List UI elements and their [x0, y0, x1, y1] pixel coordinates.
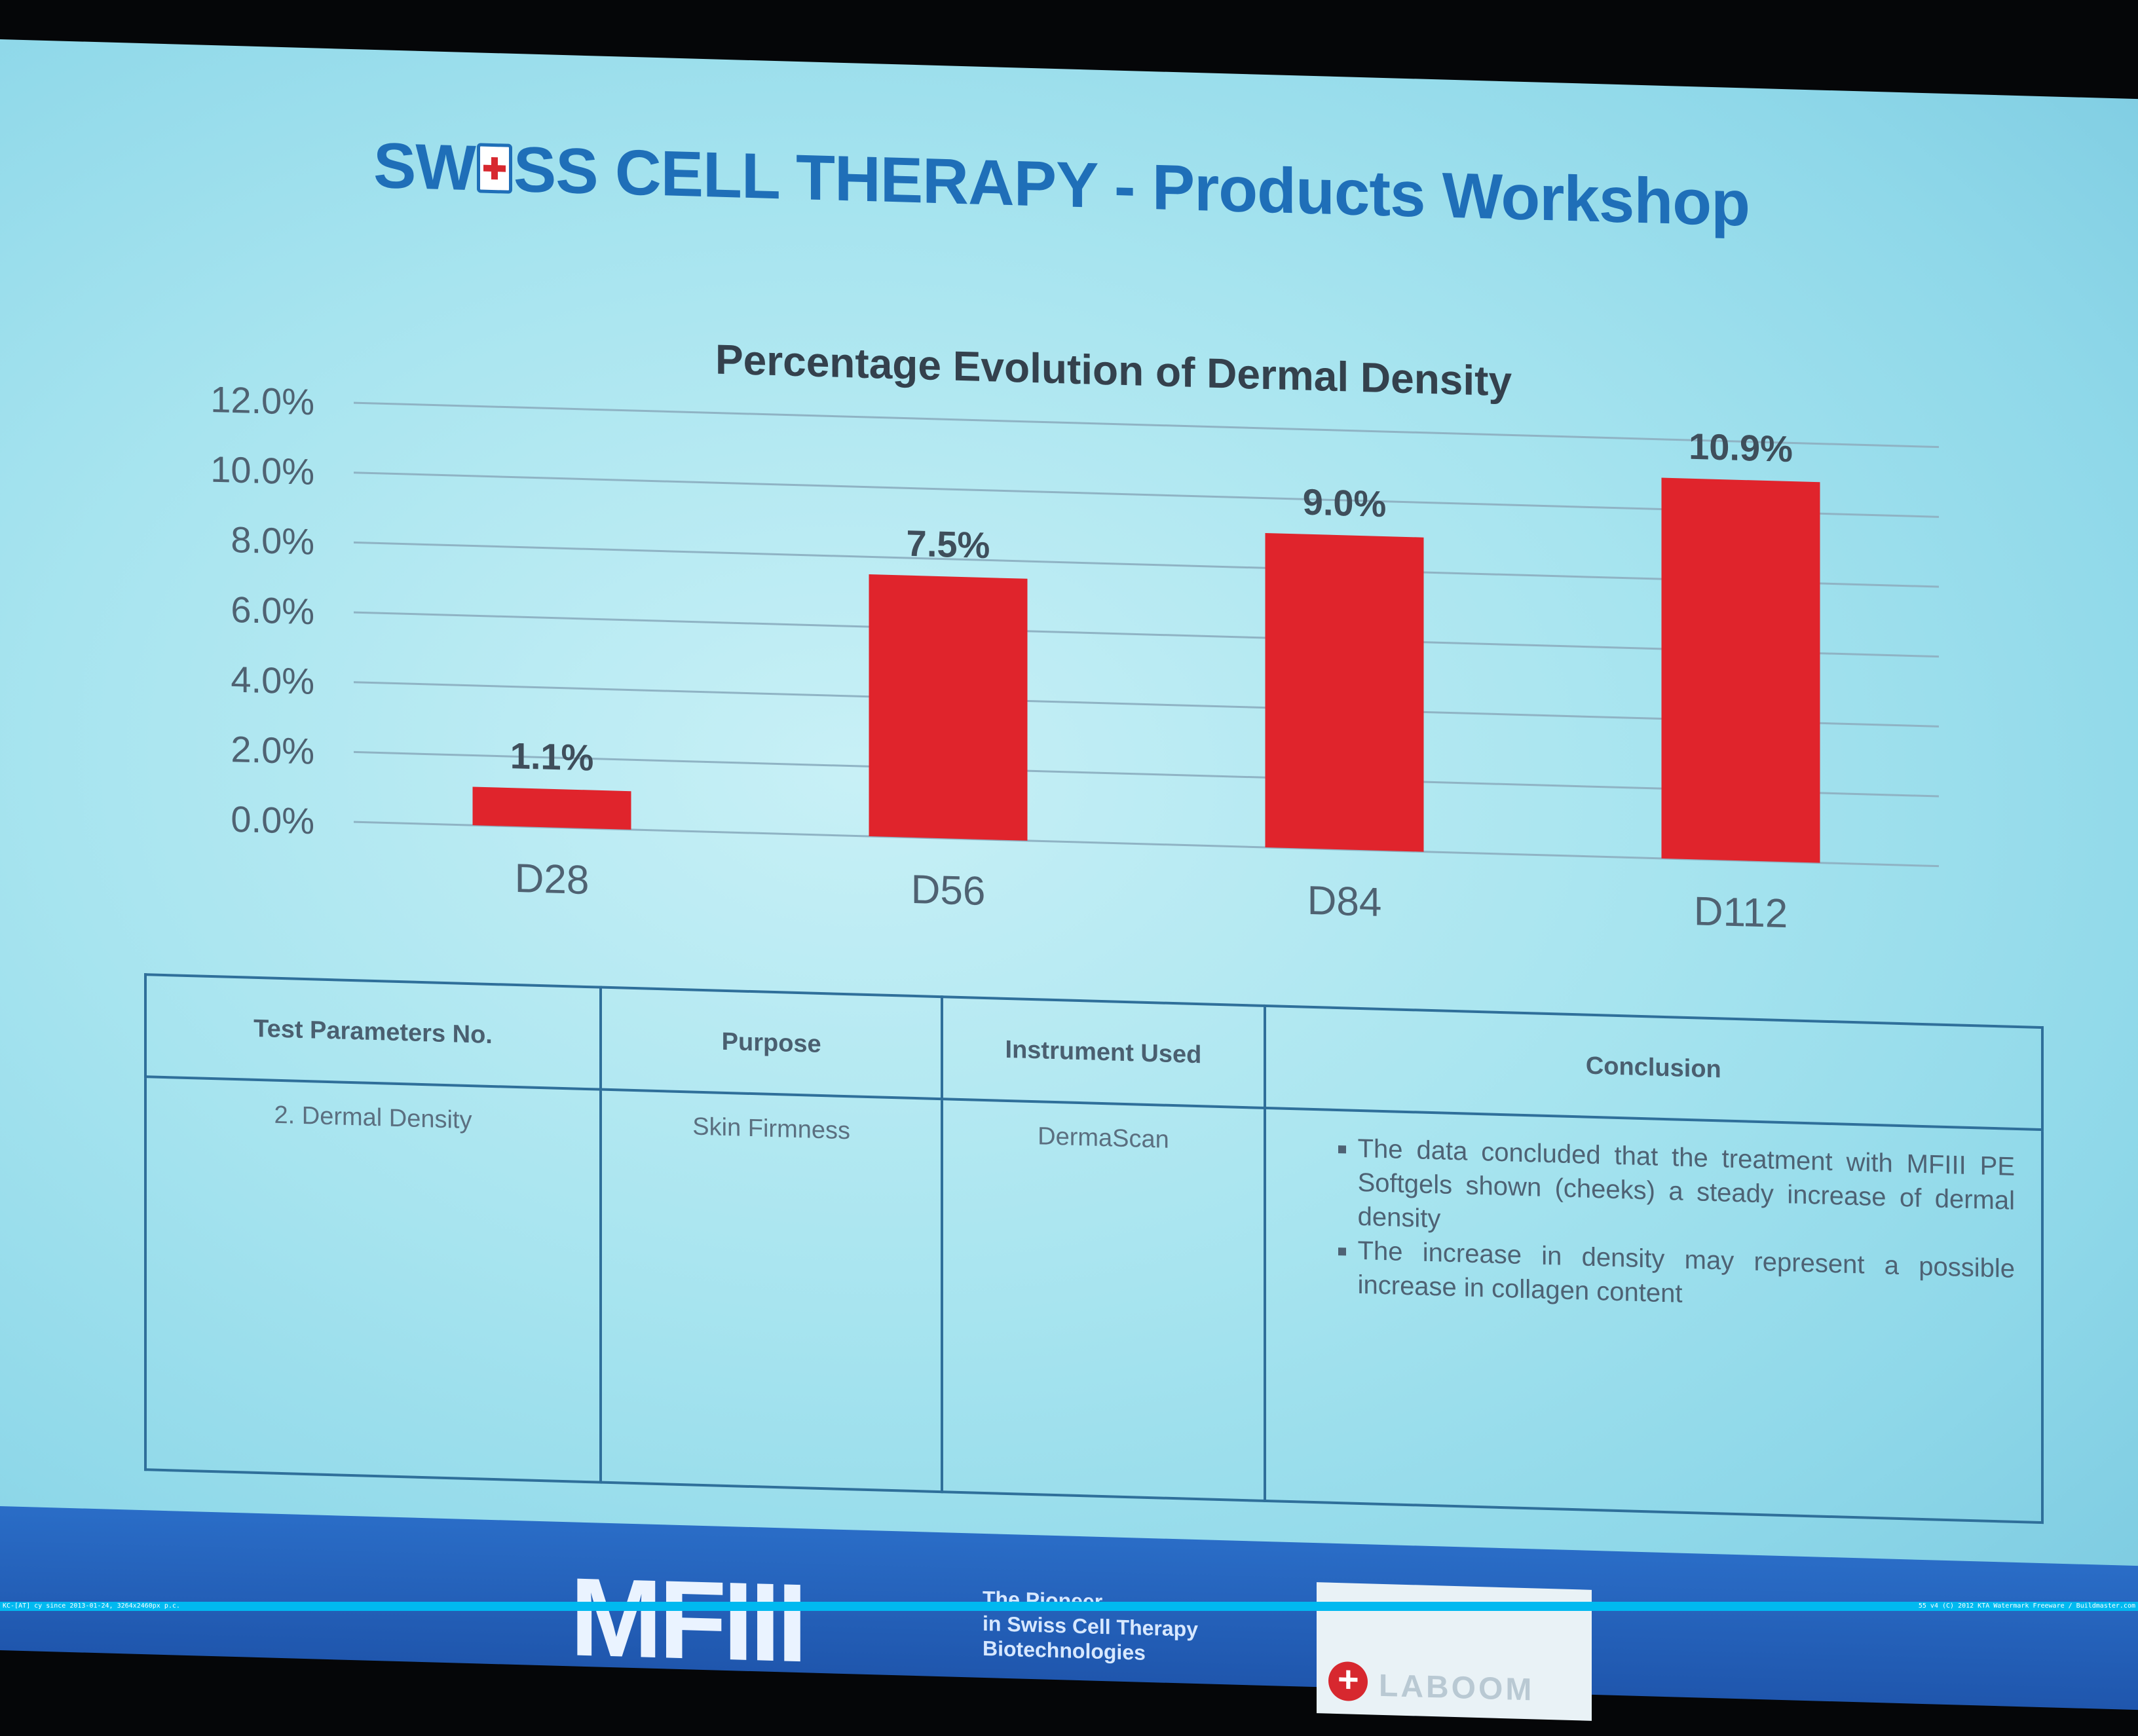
x-tick-label: D28: [515, 856, 590, 903]
header-instrument: Instrument Used: [942, 997, 1265, 1108]
gridline: [354, 401, 1939, 449]
x-tick-label: D84: [1307, 878, 1382, 925]
projection-screen: SW SS CELL THERAPY - Products Workshop 0.…: [0, 39, 2138, 1721]
title-part-1: SW: [373, 128, 476, 204]
bar-D112: [1661, 477, 1820, 863]
y-axis-ticks: 0.0% 2.0% 4.0% 6.0% 8.0% 10.0% 12.0%: [210, 379, 314, 841]
watermark-bar: KC-[AT] cy since 2013-01-24, 3264x2460px…: [0, 1602, 2138, 1611]
header-purpose: Purpose: [601, 987, 943, 1099]
x-tick-label: D56: [911, 867, 986, 914]
tagline: The Pioneer in Swiss Cell Therapy Biotec…: [983, 1586, 1258, 1669]
y-tick-label: 2.0%: [231, 728, 314, 772]
x-tick-label: D112: [1694, 889, 1788, 936]
watermark-right: 55 v4 (C) 2012 KTA Watermark Freeware / …: [1918, 1602, 2135, 1610]
table-row: 2. Dermal Density Skin Firmness DermaSca…: [145, 1077, 2042, 1523]
partner-logo-text: LABOOM: [1379, 1668, 1535, 1708]
y-tick-label: 10.0%: [210, 449, 314, 492]
y-tick-label: 12.0%: [210, 379, 314, 422]
y-tick-label: 0.0%: [231, 798, 314, 842]
bars: [472, 477, 1820, 863]
chart-svg: 0.0% 2.0% 4.0% 6.0% 8.0% 10.0% 12.0% D28 D56 D84…: [210, 336, 1939, 936]
test-parameters-table: Test Parameters No. Purpose Instrument U…: [144, 973, 2044, 1524]
swiss-cross-icon: [476, 143, 512, 194]
y-tick-label: 6.0%: [231, 589, 314, 633]
data-label: 1.1%: [510, 735, 594, 779]
y-tick-label: 8.0%: [231, 519, 314, 563]
data-label: 7.5%: [907, 523, 990, 566]
title-part-2: SS CELL THERAPY - Products Workshop: [513, 132, 1750, 240]
header-test-parameters: Test Parameters No.: [145, 974, 601, 1090]
y-tick-label: 4.0%: [231, 659, 314, 703]
cell-purpose: Skin Firmness: [601, 1089, 943, 1492]
data-labels: 1.1% 7.5% 9.0% 10.9%: [510, 426, 1793, 779]
cell-conclusion: The data concluded that the treatment wi…: [1264, 1107, 2042, 1523]
swiss-cross-icon: [1328, 1661, 1368, 1702]
bar-D28: [472, 786, 631, 830]
data-label: 10.9%: [1689, 426, 1793, 470]
mfiii-logo: MFIII: [570, 1555, 804, 1686]
bar-chart: 0.0% 2.0% 4.0% 6.0% 8.0% 10.0% 12.0% D28 D56 D84…: [157, 319, 1965, 985]
x-axis-labels: D28 D56 D84 D112: [515, 856, 1788, 936]
cell-param: 2. Dermal Density: [145, 1077, 601, 1483]
gridlines: [354, 401, 1939, 868]
bar-D56: [869, 574, 1028, 841]
chart-title: Percentage Evolution of Dermal Density: [715, 336, 1512, 405]
slide-title: SW SS CELL THERAPY - Products Workshop: [373, 128, 1750, 241]
bar-D84: [1265, 532, 1424, 852]
watermark-left: KC-[AT] cy since 2013-01-24, 3264x2460px…: [3, 1602, 180, 1610]
conclusion-item: The data concluded that the treatment wi…: [1358, 1132, 2015, 1252]
data-label: 9.0%: [1303, 481, 1387, 525]
cell-instrument: DermaScan: [942, 1099, 1265, 1501]
